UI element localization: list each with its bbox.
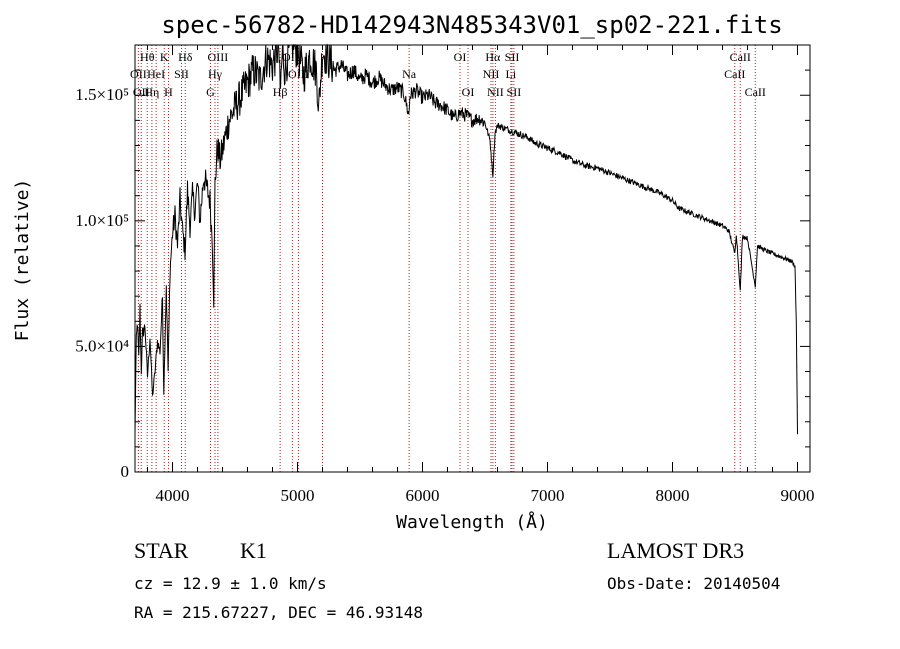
chart-title: spec-56782-HD142943N485343V01_sp02-221.f…: [161, 11, 782, 39]
line-label: H: [164, 85, 173, 99]
line-label: NII: [483, 67, 500, 81]
line-label: Hδ: [178, 50, 193, 64]
obs-date: Obs-Date: 20140504: [607, 574, 781, 593]
line-label: OII: [130, 67, 147, 81]
redshift-text: cz = 12.9 ± 1.0 km/s: [134, 574, 327, 593]
line-label: Hγ: [208, 67, 223, 81]
x-tick-label: 9000: [781, 486, 815, 505]
coordinates: RA = 215.67227, DEC = 46.93148: [134, 603, 423, 622]
survey-name: LAMOST DR3: [607, 538, 745, 563]
object-subclass: K1: [240, 538, 267, 563]
y-axis-label: Flux (relative): [12, 179, 33, 342]
line-label: Na: [402, 67, 417, 81]
x-tick-label: 5000: [281, 486, 315, 505]
line-label: G: [206, 85, 215, 99]
y-tick-label: 5.0×10⁴: [75, 336, 129, 355]
line-label: OI: [462, 85, 475, 99]
y-tick-label: 0: [121, 462, 130, 481]
y-axis: 0 5.0×10⁴ 1.0×10⁵ 1.5×10⁵: [75, 69, 810, 481]
object-class: STAR: [134, 538, 189, 563]
line-label: Hη: [144, 85, 159, 99]
line-label: SII: [174, 67, 189, 81]
spectrum-line: [134, 43, 798, 435]
y-tick-label: 1.5×10⁵: [75, 85, 129, 104]
line-label: Li: [506, 67, 517, 81]
line-label: K: [160, 50, 169, 64]
x-tick-label: 8000: [656, 486, 690, 505]
line-label: OI: [454, 50, 467, 64]
line-label: NII: [487, 85, 504, 99]
x-axis-label: Wavelength (Å): [396, 511, 548, 533]
line-label: Hβ: [273, 85, 288, 99]
line-label: Hα: [485, 50, 501, 64]
x-tick-label: 6000: [406, 486, 440, 505]
line-label: CaII: [730, 50, 751, 64]
line-label: CaII: [745, 85, 766, 99]
y-tick-label: 1.0×10⁵: [75, 211, 129, 230]
x-tick-label: 7000: [531, 486, 565, 505]
line-label: OIII: [208, 50, 229, 64]
line-label: HeI: [147, 67, 165, 81]
line-markers: [137, 45, 756, 472]
x-tick-label: 4000: [156, 486, 190, 505]
line-label: SII: [505, 50, 520, 64]
spectrum-chart: spec-56782-HD142943N485343V01_sp02-221.f…: [12, 11, 815, 533]
line-label: CaII: [724, 67, 745, 81]
line-label: Hθ: [140, 50, 155, 64]
line-label: SII: [507, 85, 522, 99]
x-axis: 4000 5000 6000 7000 8000 9000: [147, 45, 815, 505]
